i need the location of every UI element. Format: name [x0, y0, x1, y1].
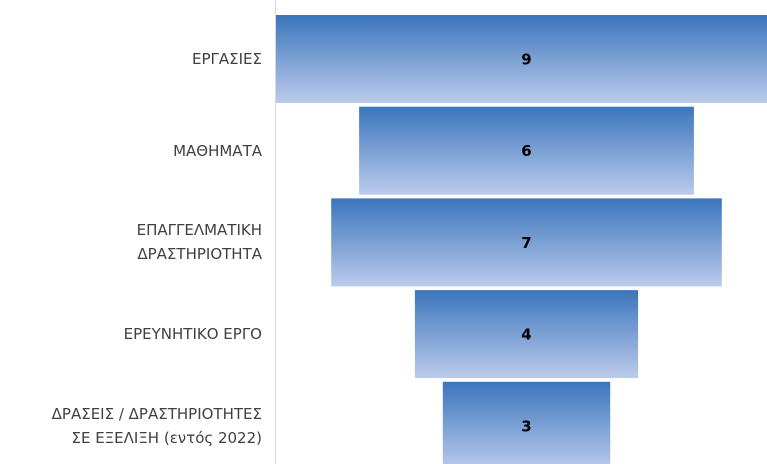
value-label: 4 — [521, 326, 531, 344]
value-label: 3 — [521, 417, 531, 435]
value-label: 9 — [521, 51, 531, 69]
category-label: ΜΑΘΗΜΑΤΑ — [173, 141, 262, 160]
funnel-bar — [331, 198, 722, 287]
category-label: ΕΡΕΥΝΗΤΙΚΟ ΕΡΓΟ — [123, 325, 262, 344]
category-label: ΔΡΑΣΕΙΣ / ΔΡΑΣΤΗΡΙΟΤΗΤΕΣ ΣΕ ΕΞΕΛΙΞΗ (εντ… — [51, 404, 262, 447]
value-label: 6 — [521, 142, 531, 160]
category-label: ΕΠΑΓΓΕΛΜΑΤΙΚΗ ΔΡΑΣΤΗΡΙΟΤΗΤΑ — [136, 221, 262, 264]
funnel-bar — [359, 106, 694, 195]
funnel-bar — [414, 290, 639, 379]
value-label: 7 — [521, 234, 531, 252]
funnel-bar — [442, 381, 611, 464]
funnel-bar — [275, 15, 767, 103]
category-label: ΕΡΓΑΣΙΕΣ — [192, 50, 262, 68]
